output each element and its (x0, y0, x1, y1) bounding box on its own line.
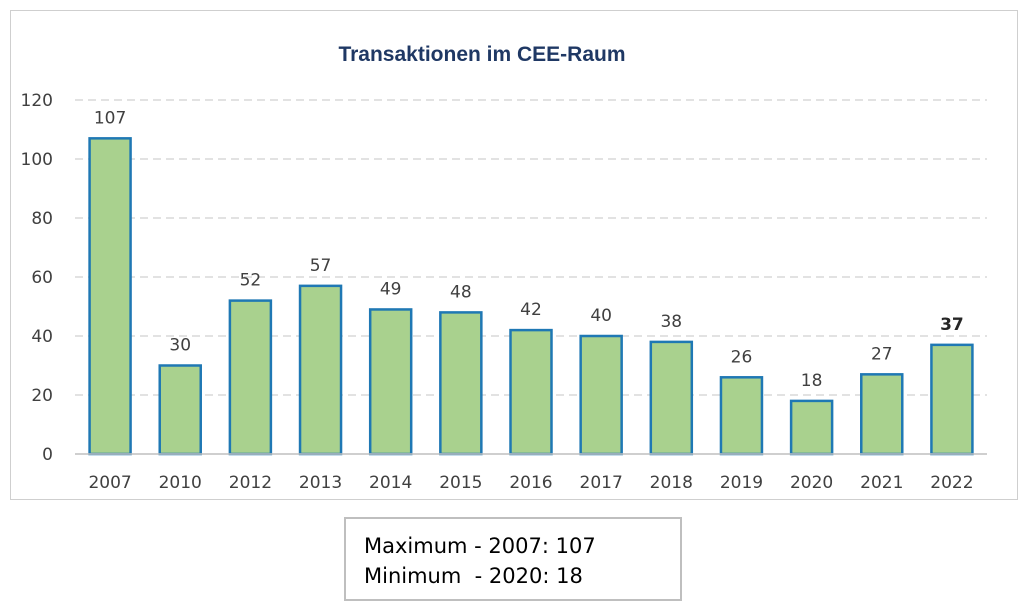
x-axis-ticks: 2007 2010 2012 2013 2014 2015 2016 2017 2018 2019… (88, 473, 973, 493)
bar-2022 (930, 343, 974, 456)
data-label-2020: 18 (801, 371, 823, 391)
data-label-2022: 37 (940, 315, 964, 335)
x-tick-label: 2017 (580, 473, 623, 493)
bar-2019 (719, 376, 764, 456)
bar-2007 (88, 137, 132, 456)
chart-title: Transaktionen im CEE-Raum (338, 43, 625, 66)
x-tick-label: 2013 (299, 473, 342, 493)
data-label-2018: 38 (660, 312, 682, 332)
data-labels: 107 30 52 57 49 48 42 40 38 26 18 27 37 (94, 108, 964, 391)
bars (88, 137, 974, 456)
bar-2013 (298, 284, 343, 456)
bar-2015 (439, 311, 483, 456)
y-tick-label: 120 (21, 91, 53, 111)
y-tick-label: 80 (31, 209, 53, 229)
x-tick-label: 2007 (88, 473, 131, 493)
data-label-2015: 48 (450, 282, 472, 302)
x-tick-label: 2014 (369, 473, 412, 493)
y-tick-label: 100 (21, 150, 53, 170)
x-tick-label: 2010 (159, 473, 202, 493)
y-axis-ticks: 0 20 40 60 80 100 120 (21, 91, 53, 465)
data-label-2014: 49 (380, 279, 402, 299)
bar-2014 (368, 308, 413, 456)
bar-2020 (789, 399, 834, 456)
y-tick-label: 40 (31, 327, 53, 347)
bar-2018 (649, 340, 694, 456)
minimum-text: Minimum - 2020: 18 (364, 564, 583, 588)
data-label-2021: 27 (871, 344, 893, 364)
x-tick-label: 2022 (930, 473, 973, 493)
maximum-text: Maximum - 2007: 107 (364, 534, 596, 558)
data-label-2013: 57 (310, 256, 332, 276)
x-tick-label: 2020 (790, 473, 833, 493)
x-tick-label: 2021 (860, 473, 903, 493)
data-label-2016: 42 (520, 300, 542, 320)
bar-2016 (509, 328, 553, 456)
y-tick-label: 0 (42, 445, 53, 465)
bar-2012 (228, 299, 273, 456)
data-label-2012: 52 (240, 271, 262, 291)
data-label-2019: 26 (731, 347, 753, 367)
data-label-2017: 40 (590, 306, 612, 326)
chart: Transaktionen im CEE-Raum 0 20 40 60 80 100 12… (21, 43, 987, 493)
stats-box: Maximum - 2007: 107 Minimum - 2020: 18 (344, 517, 682, 601)
data-label-2007: 107 (94, 108, 126, 128)
x-tick-label: 2015 (439, 473, 482, 493)
x-tick-label: 2016 (509, 473, 552, 493)
data-label-2010: 30 (169, 336, 191, 356)
y-tick-label: 20 (31, 386, 53, 406)
x-tick-label: 2018 (650, 473, 693, 493)
x-tick-label: 2019 (720, 473, 763, 493)
x-tick-label: 2012 (229, 473, 272, 493)
bar-2017 (579, 334, 623, 456)
y-tick-label: 60 (31, 268, 53, 288)
bar-2010 (158, 364, 202, 456)
chart-frame (10, 10, 1018, 500)
bar-2021 (860, 373, 904, 456)
